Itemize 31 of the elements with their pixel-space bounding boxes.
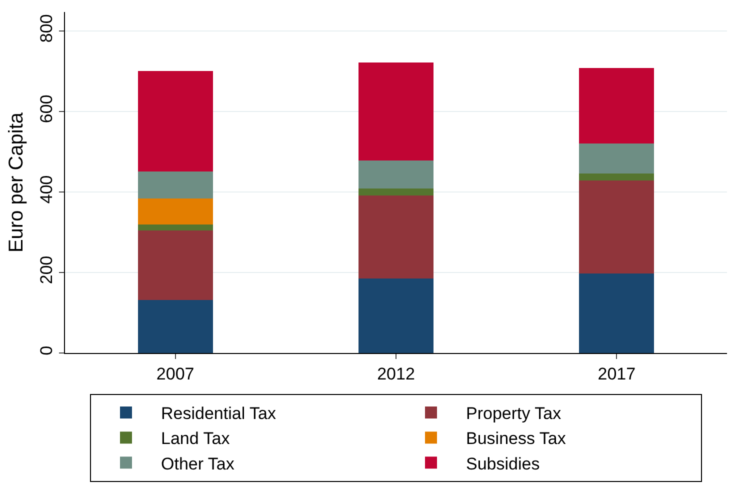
bar — [138, 71, 213, 172]
bar — [579, 68, 654, 144]
legend-label: Business Tax — [466, 429, 566, 448]
y-axis-title: Euro per Capita — [6, 112, 28, 253]
bar — [138, 230, 213, 300]
legend-label: Property Tax — [466, 404, 562, 424]
y-tick-label: 600 — [37, 94, 56, 124]
bar — [358, 62, 434, 161]
legend-label: Other Tax — [161, 454, 235, 474]
bar — [358, 160, 434, 189]
bar — [358, 188, 434, 196]
bar — [579, 274, 654, 353]
y-tick-label: 800 — [37, 14, 56, 43]
bar — [138, 300, 213, 353]
bar — [358, 196, 434, 279]
y-tick-label: 400 — [37, 175, 56, 204]
bar — [358, 278, 434, 353]
legend-label: Land Tax — [161, 429, 230, 448]
bar — [579, 143, 654, 174]
x-tick-label: 2012 — [377, 364, 415, 384]
bar — [579, 173, 654, 180]
bar — [138, 171, 213, 198]
bar — [579, 180, 654, 274]
x-tick-label: 2017 — [598, 364, 636, 384]
legend-label: Residential Tax — [161, 404, 276, 424]
y-tick-label: 200 — [37, 256, 56, 284]
y-tick-label: 0 — [37, 346, 56, 356]
bar — [138, 198, 213, 225]
bar — [138, 224, 213, 231]
legend-label: Subsidies — [466, 454, 540, 474]
x-tick-label: 2007 — [156, 364, 194, 384]
